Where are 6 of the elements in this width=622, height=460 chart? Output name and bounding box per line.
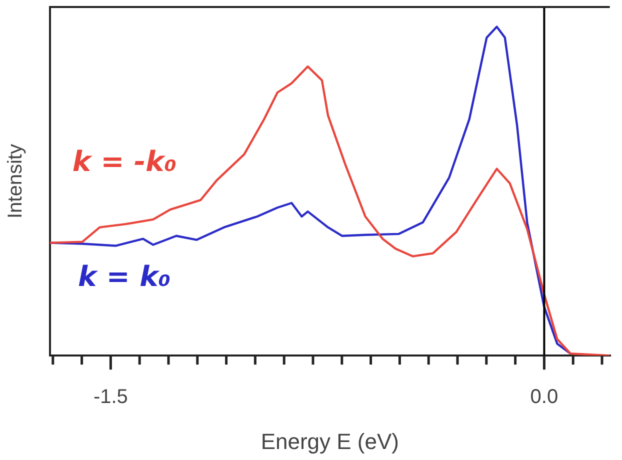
x-axis-title: Energy E (eV) — [260, 428, 399, 454]
y-axis-title: Intensity — [4, 144, 27, 219]
x-tick-label: 0.0 — [530, 386, 558, 408]
x-tick-label: -1.5 — [93, 386, 128, 408]
series-label: k = -k₀ — [72, 144, 176, 178]
series-label: k = k₀ — [78, 260, 170, 293]
